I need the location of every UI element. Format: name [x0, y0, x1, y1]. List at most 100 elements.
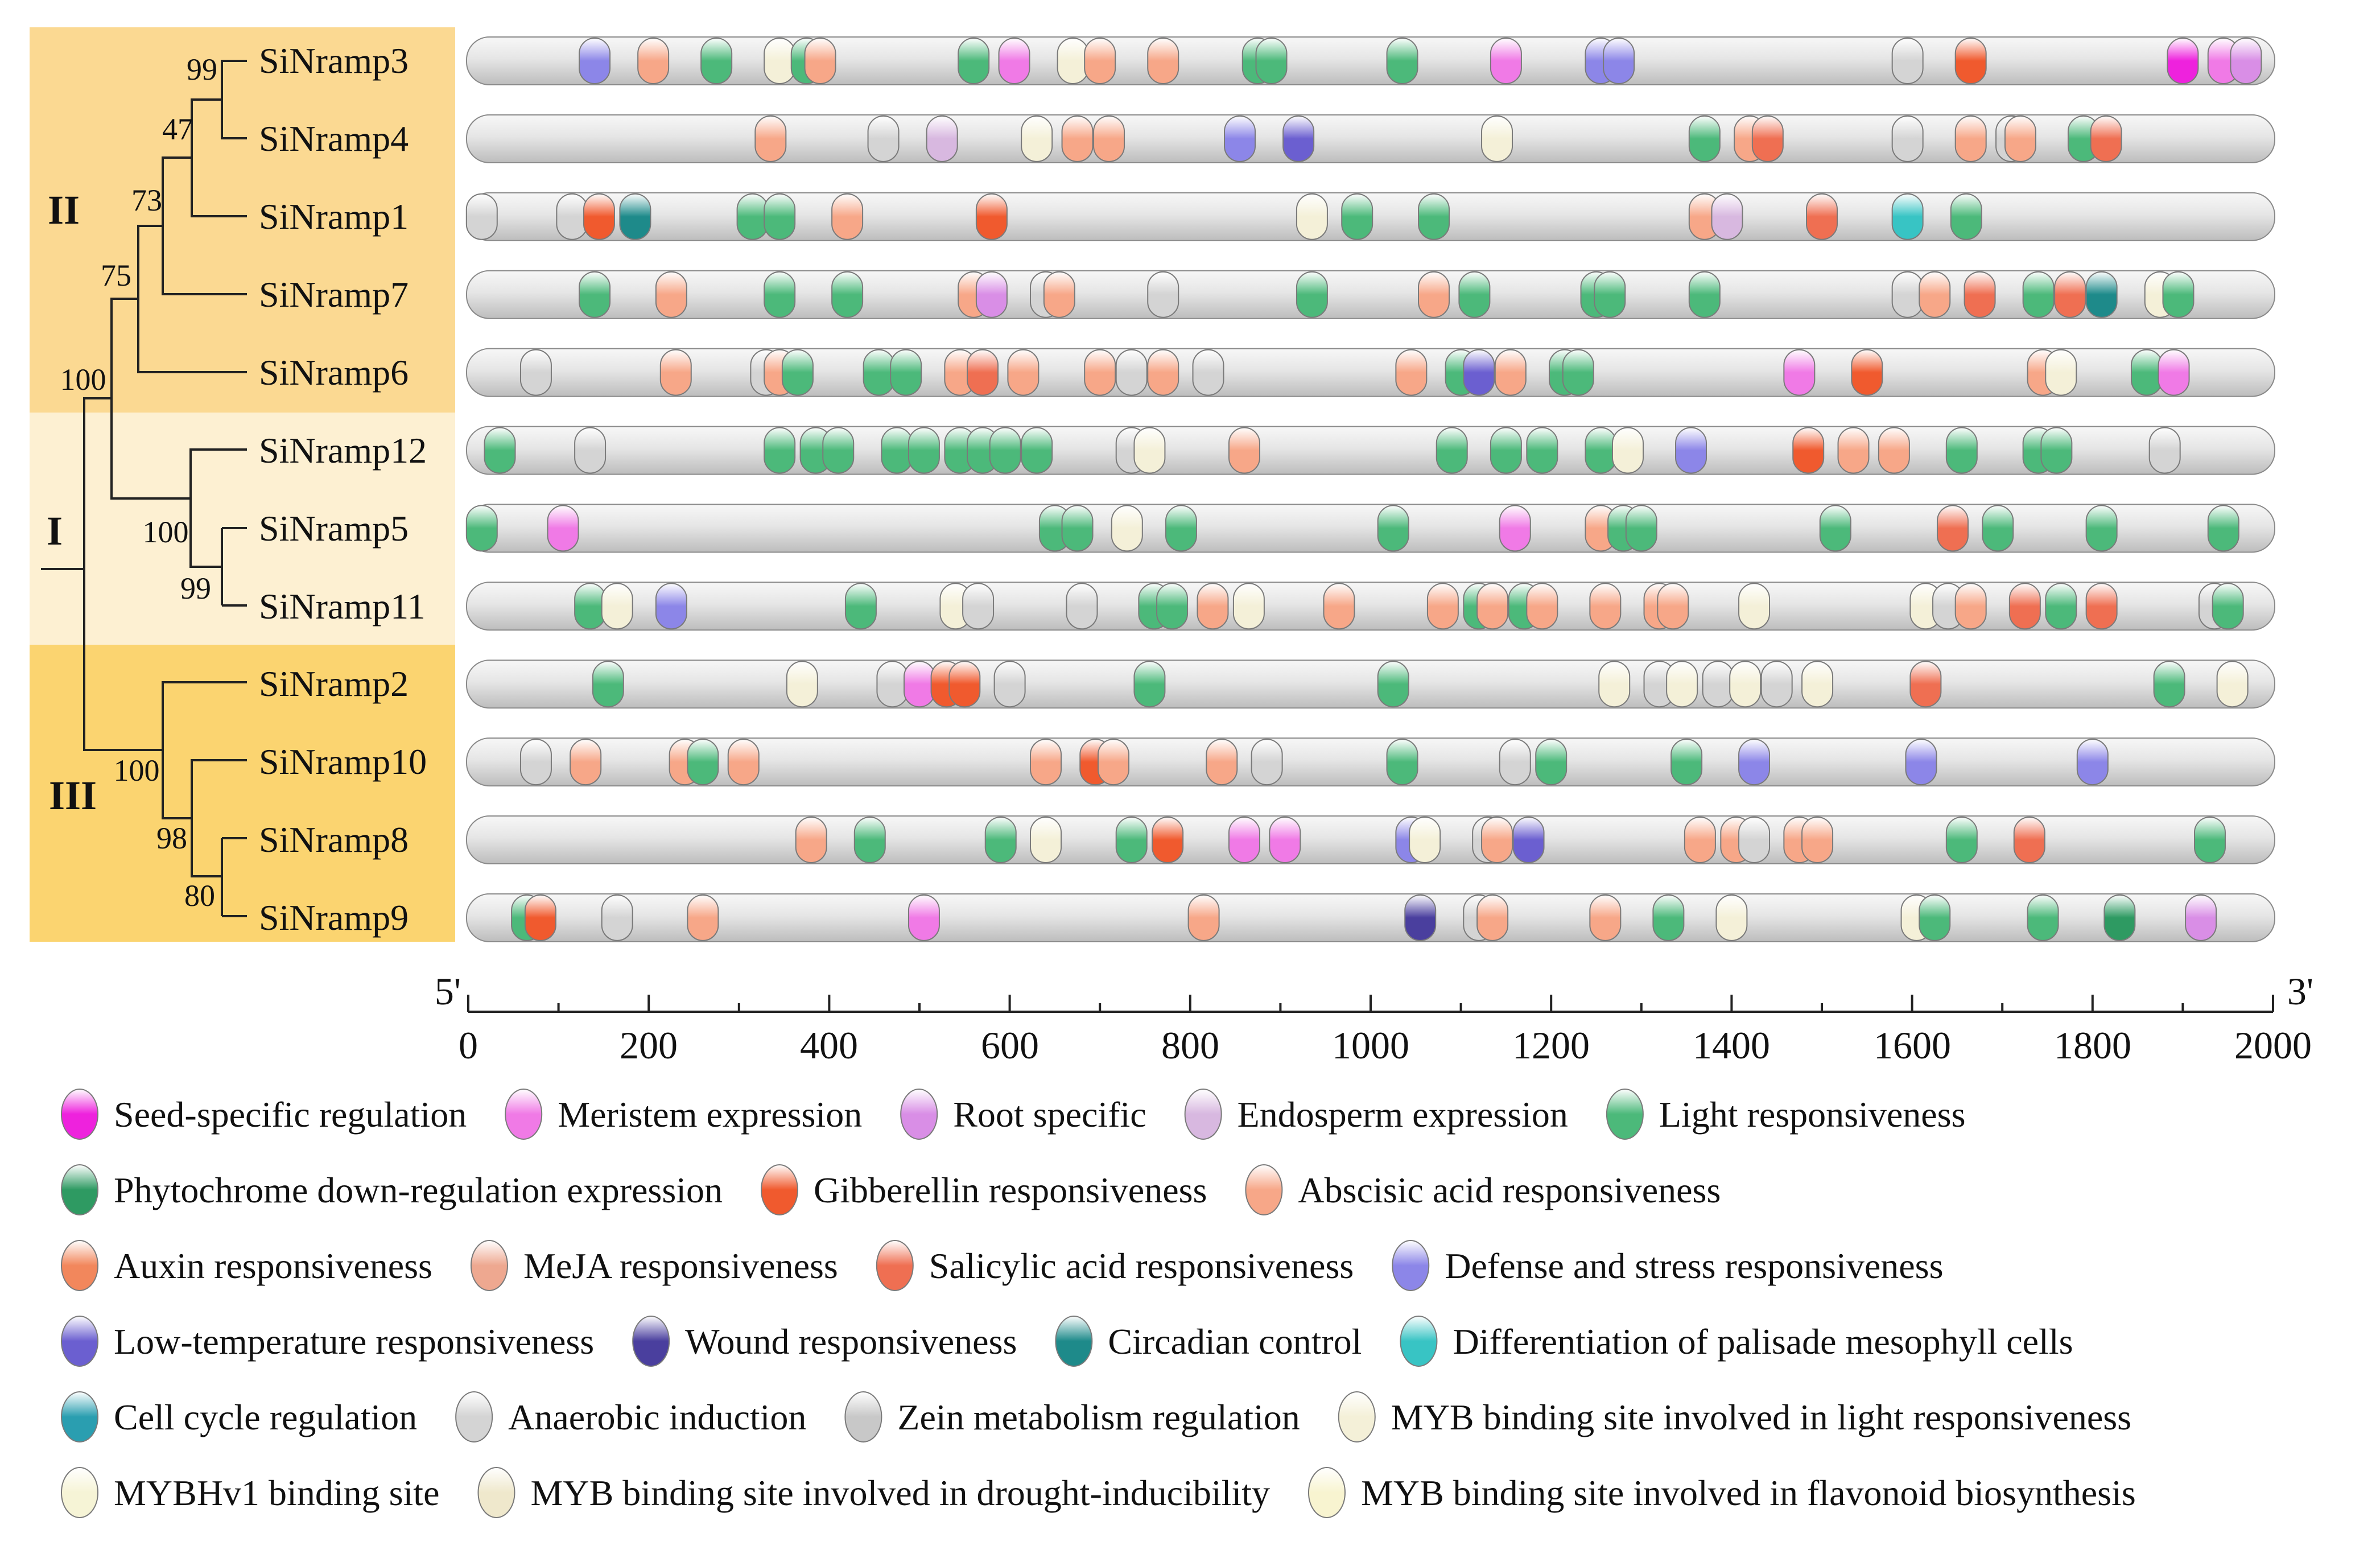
cis-element-mark — [574, 427, 607, 474]
cis-element-mark — [2158, 349, 2190, 396]
phylogenetic-tree — [41, 60, 247, 917]
axis-end-5prime: 5' — [435, 970, 461, 1013]
cis-element-mark — [1954, 115, 1987, 162]
cis-element-mark — [2045, 349, 2077, 396]
cis-element-mark — [831, 271, 864, 318]
legend-label: MeJA responsiveness — [523, 1246, 838, 1286]
axis-tick-label: 1400 — [1693, 1024, 1770, 1067]
cis-element-mark — [1964, 271, 1996, 318]
bootstrap-label: 99 — [187, 52, 217, 86]
legend-label: Low-temperature responsiveness — [114, 1321, 594, 1362]
cis-element-mark — [1675, 427, 1707, 474]
cis-element-mark — [1666, 661, 1698, 708]
cis-element-mark — [1323, 583, 1355, 630]
cis-element-mark — [601, 583, 633, 630]
promoter-bar — [466, 114, 2275, 163]
cis-element-mark — [2212, 583, 2244, 630]
legend-label: Endosperm expression — [1238, 1094, 1568, 1135]
cis-element-mark — [1115, 349, 1148, 396]
legend-swatch — [1184, 1089, 1222, 1140]
cis-element-mark — [1562, 349, 1594, 396]
cis-element-mark — [687, 894, 719, 941]
legend-label: Anaerobic induction — [508, 1397, 806, 1437]
axis-tick-label: 1600 — [1874, 1024, 1951, 1067]
axis-tick-label: 1800 — [2054, 1024, 2131, 1067]
cis-element-mark — [1738, 817, 1771, 863]
tree-branch — [189, 448, 247, 568]
cis-element-mark — [1232, 583, 1265, 630]
cis-element-mark — [804, 38, 836, 84]
promoter-bar — [466, 582, 2275, 631]
axis-end-3prime: 3' — [2287, 970, 2313, 1013]
cis-element-mark — [1603, 38, 1635, 84]
cis-element-mark — [1296, 193, 1328, 240]
cis-element-mark — [1905, 739, 1937, 786]
legend-swatch — [61, 1316, 98, 1367]
cis-element-mark — [1729, 661, 1762, 708]
cis-element-mark — [967, 349, 999, 396]
clade-label-iii: III — [49, 773, 97, 818]
cis-element-mark — [2153, 661, 2185, 708]
gene-label-sinramp12: SiNramp12 — [259, 430, 427, 471]
cis-element-mark — [1197, 583, 1229, 630]
cis-element-mark — [1187, 894, 1220, 941]
cis-element-mark — [1652, 894, 1685, 941]
cis-element-mark — [781, 349, 814, 396]
cis-element-mark — [1494, 349, 1527, 396]
cis-element-mark — [795, 817, 827, 863]
position-axis — [467, 995, 2274, 1013]
legend-label: MYB binding site involved in flavonoid b… — [1361, 1473, 2136, 1513]
axis-tick-label: 1000 — [1332, 1024, 1409, 1067]
cis-element-mark — [1837, 427, 1870, 474]
cis-element-mark — [2148, 427, 2181, 474]
cis-element-mark — [1021, 115, 1053, 162]
cis-element-mark — [1711, 193, 1743, 240]
cis-element-mark — [1147, 349, 1179, 396]
bootstrap-label: 100 — [114, 753, 160, 788]
legend-swatch — [455, 1391, 493, 1442]
cis-element-mark — [1851, 349, 1883, 396]
cis-element-mark — [1061, 115, 1094, 162]
cis-element-mark — [958, 38, 990, 84]
axis-labels: 5' 3' 0 200 400 600 800 1000 1200 1400 1… — [435, 970, 2313, 1067]
cis-element-mark — [2090, 115, 2122, 162]
legend-label: Light responsiveness — [1659, 1094, 1966, 1135]
legend-label: Seed-specific regulation — [114, 1094, 467, 1135]
cis-element-mark — [1133, 427, 1166, 474]
promoter-bar — [466, 893, 2275, 942]
legend-swatch — [844, 1391, 882, 1442]
cis-element-mark — [1526, 427, 1558, 474]
gene-labels: SiNramp3 SiNramp4 SiNramp1 SiNramp7 SiNr… — [259, 40, 427, 938]
cis-element-mark — [822, 427, 855, 474]
clade-label-ii: II — [48, 187, 80, 233]
legend-swatch — [477, 1467, 515, 1518]
gene-label-sinramp9: SiNramp9 — [259, 897, 409, 938]
legend-label: Defense and stress responsiveness — [1445, 1246, 1943, 1286]
bootstrap-label: 100 — [143, 515, 189, 549]
cis-element-mark — [1954, 38, 1987, 84]
cis-element-mark — [853, 817, 886, 863]
cis-element-mark — [2085, 505, 2118, 552]
cis-element-mark — [1021, 427, 1053, 474]
legend-swatch — [61, 1240, 98, 1291]
cis-element-mark — [1982, 505, 2014, 552]
cis-element-mark — [1806, 193, 1838, 240]
cis-element-mark — [1738, 739, 1771, 786]
cis-element-mark — [2167, 38, 2199, 84]
cis-element-mark — [975, 271, 1008, 318]
cis-element-mark — [570, 739, 602, 786]
cis-element-mark — [2193, 817, 2226, 863]
cis-element-mark — [1269, 817, 1301, 863]
legend-swatch — [61, 1164, 98, 1215]
cis-element-mark — [1950, 193, 1982, 240]
gene-label-sinramp1: SiNramp1 — [259, 196, 409, 237]
cis-element-mark — [1147, 38, 1179, 84]
cis-element-mark — [519, 349, 552, 396]
cis-element-mark — [1598, 661, 1631, 708]
cis-element-mark — [1919, 894, 1951, 941]
cis-element-mark — [2130, 349, 2163, 396]
cis-element-mark — [2085, 583, 2118, 630]
cis-element-mark — [890, 349, 922, 396]
cis-element-mark — [700, 38, 733, 84]
cis-element-mark — [1296, 271, 1328, 318]
